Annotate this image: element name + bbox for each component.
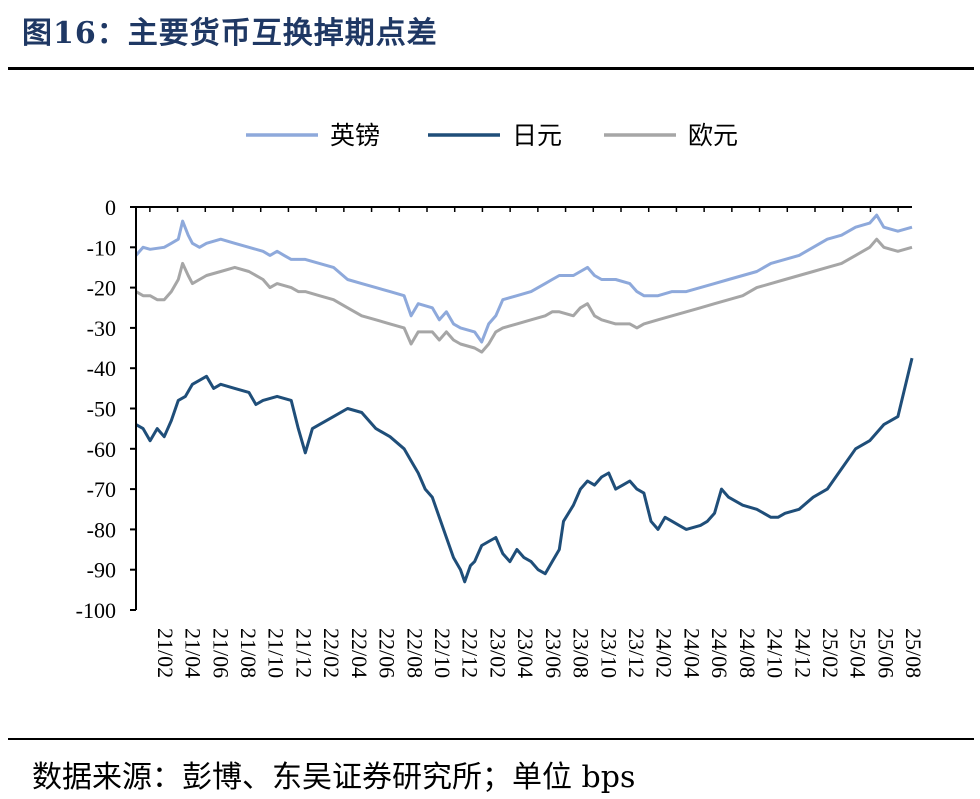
x-tick-label: 25/02	[818, 628, 843, 678]
x-tick-label: 25/06	[873, 628, 898, 678]
legend-label-1: 日元	[512, 121, 562, 150]
x-tick-label: 24/04	[679, 628, 704, 678]
y-tick-label: -80	[87, 517, 116, 542]
y-tick-label: -60	[87, 437, 116, 462]
y-tick-label: -20	[87, 276, 116, 301]
x-tick-label: 22/04	[347, 628, 372, 678]
x-tick-label: 23/12	[624, 628, 649, 678]
source-note: 数据来源：彭博、东吴证券研究所；单位 bps	[32, 760, 636, 795]
x-tick-label: 23/08	[569, 628, 594, 678]
y-tick-label: -90	[87, 558, 116, 583]
title-underline	[8, 67, 974, 70]
x-tick-label: 21/02	[153, 628, 178, 678]
x-tick-label: 21/04	[181, 628, 206, 678]
x-tick-label: 25/04	[846, 628, 871, 678]
line-chart: 英镑 日元 欧元 0 -10 -20 -30 -40 -50 -60 -70 -80 -90 -100 2…	[76, 121, 926, 678]
x-tick-label: 22/12	[458, 628, 483, 678]
legend-label-2: 欧元	[688, 121, 738, 150]
y-tick-label: 0	[105, 195, 116, 220]
series-line-2	[135, 237, 913, 354]
x-tick-label: 24/08	[735, 628, 760, 678]
x-tick-label: 23/04	[513, 628, 538, 678]
x-tick-label: 22/10	[430, 628, 455, 678]
x-tick-label: 21/10	[264, 628, 289, 678]
x-tick-label: 22/02	[319, 628, 344, 678]
x-tick-label: 21/12	[291, 628, 316, 678]
series-line-1	[135, 357, 914, 584]
series-layer	[134, 213, 914, 584]
figure-title: 图16：主要货币互换掉期点差	[22, 16, 438, 51]
x-tick-label: 24/02	[652, 628, 677, 678]
x-tick-label: 23/02	[485, 628, 510, 678]
x-tick-label: 22/06	[375, 628, 400, 678]
y-tick-label: -10	[87, 235, 116, 260]
y-tick-label: -40	[87, 356, 116, 381]
x-tick-label: 22/08	[402, 628, 427, 678]
y-tick-label: -50	[87, 397, 116, 422]
x-tick-label: 23/10	[596, 628, 621, 678]
series-line-0	[134, 213, 913, 344]
x-tick-label: 24/12	[790, 628, 815, 678]
legend-label-0: 英镑	[330, 121, 380, 150]
x-tick-label: 25/08	[901, 628, 926, 678]
x-tick-label: 24/10	[763, 628, 788, 678]
x-tick-label: 24/06	[707, 628, 732, 678]
footer-rule	[8, 738, 974, 740]
x-tick-label: 21/08	[236, 628, 261, 678]
y-tick-label: -30	[87, 316, 116, 341]
chart-legend: 英镑 日元 欧元	[246, 121, 738, 150]
x-tick-label: 23/06	[541, 628, 566, 678]
y-tick-label: -100	[76, 598, 116, 623]
x-tick-label: 21/06	[208, 628, 233, 678]
y-tick-label: -70	[87, 477, 116, 502]
